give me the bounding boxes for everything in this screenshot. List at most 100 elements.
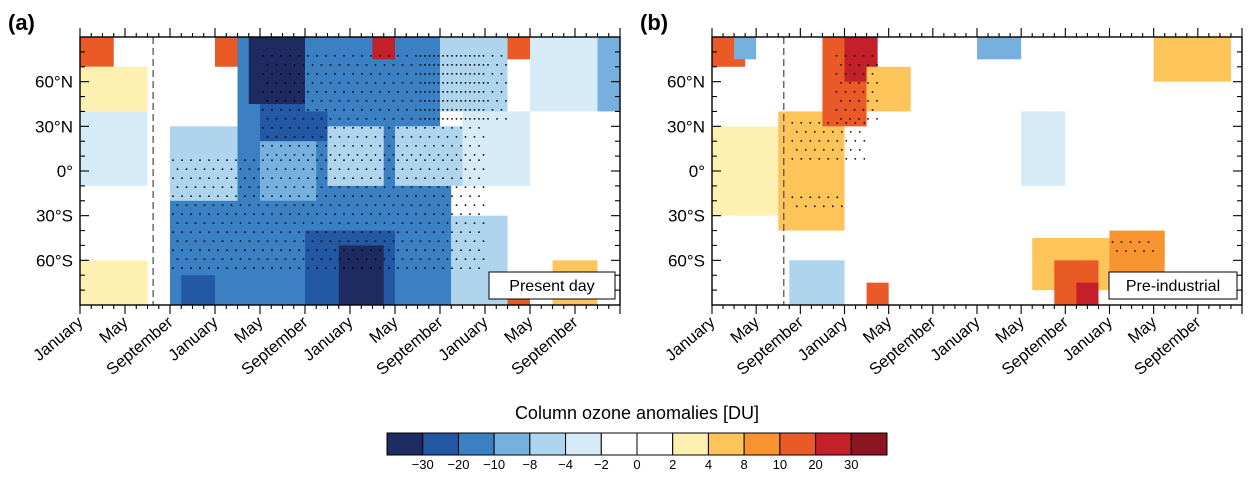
stipple-dot [478, 127, 480, 129]
stipple-dot [172, 267, 174, 269]
stipple-dot [289, 159, 291, 162]
stipple-dot [208, 249, 210, 252]
stipple-dot [248, 186, 251, 189]
colorbar-swatch [779, 432, 817, 456]
stipple-dot [316, 127, 318, 129]
stipple-dot [437, 186, 440, 189]
stipple-dot [455, 55, 458, 57]
stipple-dot [831, 205, 834, 208]
stipple-dot [181, 267, 183, 269]
stipple-dot [401, 64, 404, 66]
stipple-dot [208, 195, 210, 198]
stipple-dot [311, 154, 314, 156]
stipple-dot [464, 136, 467, 138]
stipple-dot [491, 55, 494, 57]
stipple-dot [293, 100, 296, 102]
stipple-dot [356, 258, 359, 260]
stipple-dot [334, 249, 336, 252]
stipple-dot [365, 240, 368, 243]
y-tick-label: 60°S [36, 251, 73, 270]
stipple-dot [446, 136, 449, 138]
stipple-dot [446, 118, 449, 120]
stipple-dot [473, 222, 476, 225]
stipple-dot [442, 109, 444, 111]
stipple-dot [253, 195, 255, 198]
stipple-dot [343, 145, 345, 147]
stipple-dot [836, 140, 839, 142]
stipple-dot [388, 145, 390, 147]
stipple-dot [194, 186, 197, 189]
stipple-dot [455, 91, 458, 93]
stipple-dot [217, 177, 219, 180]
stipple-dot [370, 109, 372, 111]
stipple-dot [397, 213, 399, 216]
stipple-dot [361, 249, 363, 252]
stipple-dot [844, 109, 847, 111]
stipple-dot [338, 204, 341, 207]
panel-label: (b) [640, 10, 668, 35]
stipple-dot [329, 154, 332, 156]
stipple-dot [280, 127, 282, 129]
stipple-dot [1143, 250, 1145, 252]
stipple-dot [266, 240, 269, 243]
stipple-dot [428, 186, 431, 189]
stipple-dot [442, 64, 444, 66]
stipple-dot [370, 159, 372, 162]
stipple-dot [298, 177, 300, 180]
stipple-dot [840, 82, 842, 84]
stipple-dot [325, 177, 327, 180]
stipple-dot [437, 240, 440, 243]
stipple-dot [424, 231, 426, 234]
stipple-dot [446, 91, 449, 93]
stipple-dot [392, 100, 395, 102]
stipple-dot [298, 55, 300, 57]
colorbar-swatch [850, 432, 888, 456]
stipple-dot [289, 195, 291, 198]
stipple-dot [388, 127, 390, 129]
x-tick-label: January [795, 313, 852, 365]
stipple-dot [831, 131, 834, 133]
stipple-dot [266, 136, 269, 138]
stipple-dot [266, 222, 269, 225]
stipple-dot [822, 205, 825, 208]
stipple-dot [361, 267, 363, 269]
stipple-dot [406, 249, 408, 252]
stipple-dot [482, 91, 485, 93]
y-tick-label: 0° [689, 162, 705, 181]
stipple-dot [194, 222, 197, 225]
stipple-dot [221, 204, 224, 207]
stipple-dot [370, 73, 372, 75]
stipple-dot [248, 222, 251, 225]
y-tick-label: 30°N [35, 117, 73, 136]
stipple-dot [451, 145, 453, 147]
stipple-dot [370, 267, 372, 269]
stipple-dot [455, 109, 458, 111]
stipple-dot [235, 267, 237, 269]
y-tick-label: 30°N [667, 117, 705, 136]
stipple-dot [419, 204, 422, 207]
stipple-dot [428, 222, 431, 225]
stipple-dot [383, 64, 386, 66]
stipple-dot [293, 240, 296, 243]
stipple-dot [365, 100, 368, 102]
stipple-dot [809, 140, 812, 142]
stipple-dot [316, 145, 318, 147]
stipple-dot [464, 82, 467, 84]
stipple-dot [469, 55, 471, 57]
stipple-dot [460, 249, 462, 252]
stipple-dot [190, 249, 192, 252]
stipple-dot [212, 258, 215, 260]
stipple-dot [199, 231, 201, 234]
stipple-dot [365, 168, 368, 171]
stipple-dot [419, 118, 422, 120]
stipple-dot [410, 118, 413, 120]
stipple-dot [446, 55, 449, 57]
stipple-dot [442, 127, 444, 129]
stipple-dot [289, 91, 291, 93]
stipple-dot [352, 177, 354, 180]
stipple-dot [379, 195, 381, 198]
anomaly-cell [338, 245, 384, 305]
stipple-dot [464, 109, 467, 111]
stipple-dot [284, 186, 287, 189]
stipple-dot [419, 168, 422, 171]
